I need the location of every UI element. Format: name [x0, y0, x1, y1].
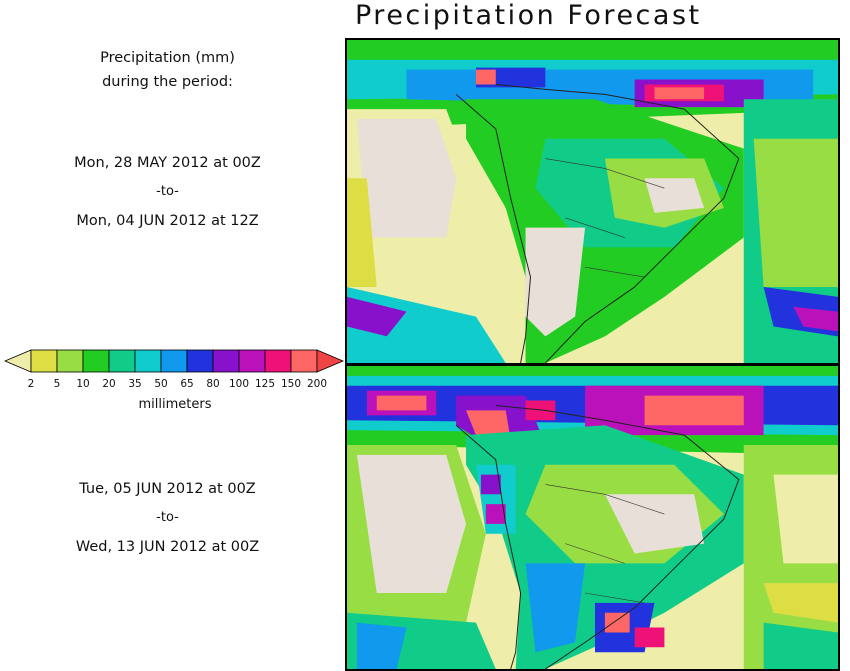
colorbar: [3, 349, 345, 373]
description-line-2: during the period:: [102, 74, 233, 90]
colorbar-tick-label: 125: [254, 378, 276, 390]
precip-map-1: [347, 40, 838, 363]
colorbar-box: [238, 349, 266, 373]
period-1-end: Mon, 04 JUN 2012 at 12Z: [76, 213, 259, 229]
colorbar-tick-label: 50: [154, 378, 168, 390]
colorbar-box: [186, 349, 214, 373]
colorbar-tick-label: 65: [180, 378, 194, 390]
period-1: Mon, 28 MAY 2012 at 00Z -to- Mon, 04 JUN…: [0, 151, 335, 238]
colorbar-tick-label: 100: [228, 378, 250, 390]
period-1-to: -to-: [156, 184, 179, 199]
period-2-to: -to-: [156, 510, 179, 525]
colorbar-box: [290, 349, 318, 373]
description-line-1: Precipitation (mm): [100, 50, 235, 66]
colorbar-box: [108, 349, 136, 373]
colorbar-box: [56, 349, 84, 373]
colorbar-tick-label: 20: [102, 378, 116, 390]
period-2: Tue, 05 JUN 2012 at 00Z -to- Wed, 13 JUN…: [0, 477, 335, 564]
period-2-end: Wed, 13 JUN 2012 at 00Z: [75, 539, 260, 555]
period-1-start: Mon, 28 MAY 2012 at 00Z: [74, 155, 261, 171]
period-2-start: Tue, 05 JUN 2012 at 00Z: [79, 481, 256, 497]
colorbar-units: millimeters: [138, 397, 212, 412]
map-panel-period-1: [345, 38, 840, 365]
colorbar-tick-label: 2: [27, 378, 35, 390]
description: Precipitation (mm) during the period:: [0, 46, 335, 94]
colorbar-tick-label: 10: [76, 378, 90, 390]
colorbar-arrow-low: [3, 349, 32, 373]
colorbar-tick-label: 200: [306, 378, 328, 390]
colorbar-arrow-high: [316, 349, 345, 373]
precip-map-2: [347, 366, 838, 669]
colorbar-tick-label: 35: [128, 378, 142, 390]
colorbar-box: [212, 349, 240, 373]
page-title: Precipitation Forecast: [355, 0, 702, 31]
colorbar-labels: 2 5 10 20 35 50 65 80 100 125 150 200: [0, 378, 350, 392]
colorbar-boxes: [3, 349, 345, 373]
colorbar-tick-label: 5: [53, 378, 61, 390]
colorbar-box: [264, 349, 292, 373]
colorbar-box: [134, 349, 162, 373]
colorbar-box: [160, 349, 188, 373]
colorbar-tick-label: 80: [206, 378, 220, 390]
colorbar-box: [30, 349, 58, 373]
colorbar-box: [82, 349, 110, 373]
colorbar-tick-label: 150: [280, 378, 302, 390]
map-panel-period-2: [345, 364, 840, 671]
